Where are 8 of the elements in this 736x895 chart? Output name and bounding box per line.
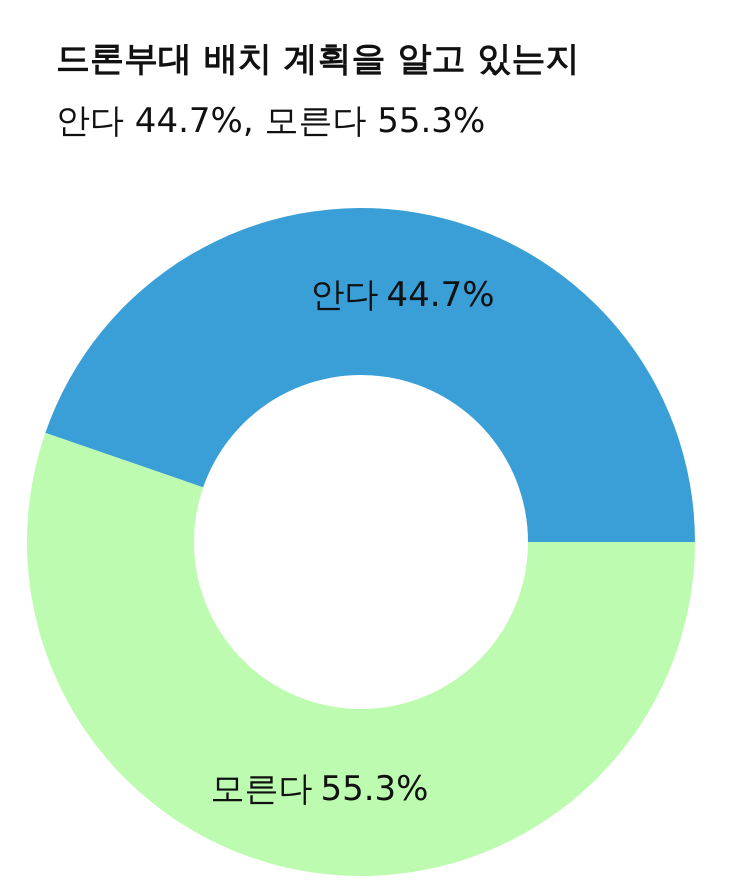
- chart-title: 드론부대 배치 계획을 알고 있는지: [56, 38, 580, 81]
- donut-slice: [45, 208, 695, 542]
- slice-label: 안다: [310, 274, 379, 315]
- slice-label: 모른다: [210, 769, 312, 810]
- donut-slice: [27, 432, 695, 876]
- data-label: 44.7%: [386, 274, 495, 315]
- data-label: 55.3%: [320, 769, 428, 810]
- chart-subtitle: 안다 44.7%, 모른다 55.3%: [56, 100, 486, 143]
